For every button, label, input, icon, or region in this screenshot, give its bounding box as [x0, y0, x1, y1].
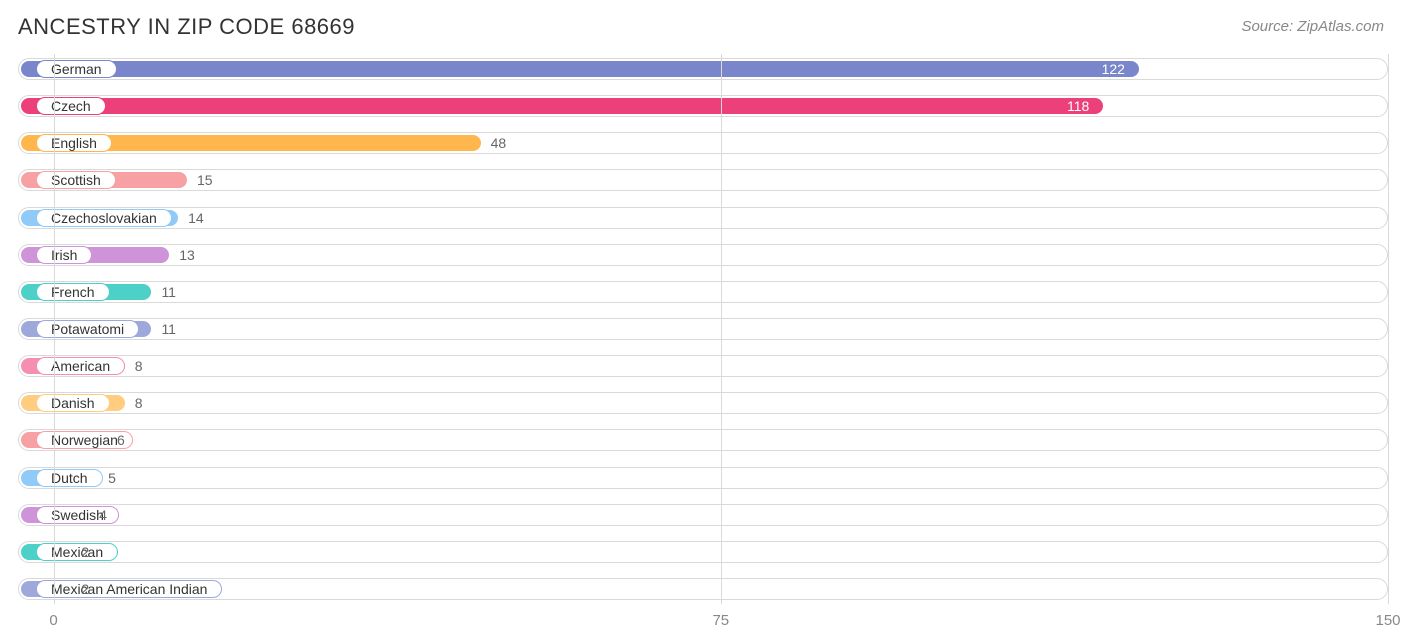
bar-row: Mexican American Indian2 — [18, 574, 1388, 604]
value-label: 8 — [135, 351, 143, 381]
bar-fill — [21, 98, 1103, 114]
bar-track — [18, 541, 1388, 563]
bar-row: Norwegian6 — [18, 425, 1388, 455]
category-pill: Dutch — [36, 469, 103, 487]
chart-container: ANCESTRY IN ZIP CODE 68669 Source: ZipAt… — [0, 0, 1406, 644]
bar-rows: German122Czech118English48Scottish15Czec… — [18, 54, 1388, 604]
category-pill: German — [36, 60, 117, 78]
x-tick-label: 75 — [712, 612, 729, 629]
bar-track — [18, 318, 1388, 340]
category-pill: Irish — [36, 246, 92, 264]
bar-row: English 48 — [18, 128, 1388, 158]
value-label: 122 — [1102, 54, 1125, 84]
chart-title: ANCESTRY IN ZIP CODE 68669 — [18, 14, 355, 40]
value-label: 14 — [188, 203, 204, 233]
value-label: 4 — [99, 500, 107, 530]
bar-row: Swedish4 — [18, 500, 1388, 530]
value-label: 118 — [1067, 91, 1089, 121]
value-label: 15 — [197, 165, 213, 195]
bar-track — [18, 281, 1388, 303]
chart-source: Source: ZipAtlas.com — [1241, 18, 1384, 35]
x-tick-label: 0 — [49, 612, 57, 629]
category-pill: Potawatomi — [36, 320, 139, 338]
bar-row: Dutch 5 — [18, 463, 1388, 493]
bar-track — [18, 169, 1388, 191]
category-pill: Danish — [36, 394, 110, 412]
bar-track — [18, 504, 1388, 526]
bar-row: Czech 118 — [18, 91, 1388, 121]
bar-row: Mexican2 — [18, 537, 1388, 567]
x-tick-label: 150 — [1375, 612, 1400, 629]
value-label: 11 — [161, 314, 176, 344]
bar-track — [18, 467, 1388, 489]
category-pill: Czechoslovakian — [36, 209, 172, 227]
gridline — [54, 54, 55, 604]
category-pill: Czech — [36, 97, 106, 115]
bar-track — [18, 244, 1388, 266]
value-label: 11 — [161, 277, 176, 307]
bar-row: Potawatomi 11 — [18, 314, 1388, 344]
category-pill: English — [36, 134, 112, 152]
bar-row: German 122 — [18, 54, 1388, 84]
category-pill: Mexican American Indian — [36, 580, 222, 598]
bar-fill — [21, 61, 1139, 77]
bar-row: French 11 — [18, 277, 1388, 307]
bar-track — [18, 207, 1388, 229]
value-label: 6 — [117, 425, 125, 455]
category-pill: Scottish — [36, 171, 116, 189]
bar-track — [18, 429, 1388, 451]
bar-row: American 8 — [18, 351, 1388, 381]
category-pill: French — [36, 283, 110, 301]
bar-track — [18, 355, 1388, 377]
bar-row: Danish 8 — [18, 388, 1388, 418]
bar-row: Scottish 15 — [18, 165, 1388, 195]
value-label: 5 — [108, 463, 116, 493]
category-pill: Mexican — [36, 543, 118, 561]
value-label: 2 — [81, 574, 89, 604]
category-pill: American — [36, 357, 125, 375]
value-label: 13 — [179, 240, 195, 270]
plot-area: German122Czech118English48Scottish15Czec… — [18, 54, 1388, 604]
value-label: 2 — [81, 537, 89, 567]
bar-track — [18, 578, 1388, 600]
gridline — [721, 54, 722, 604]
bar-row: Irish 13 — [18, 240, 1388, 270]
value-label: 48 — [491, 128, 507, 158]
value-label: 8 — [135, 388, 143, 418]
x-axis: 075150 — [18, 612, 1388, 632]
bar-row: Czechoslovakian 14 — [18, 203, 1388, 233]
bar-track — [18, 392, 1388, 414]
gridline — [1388, 54, 1389, 604]
